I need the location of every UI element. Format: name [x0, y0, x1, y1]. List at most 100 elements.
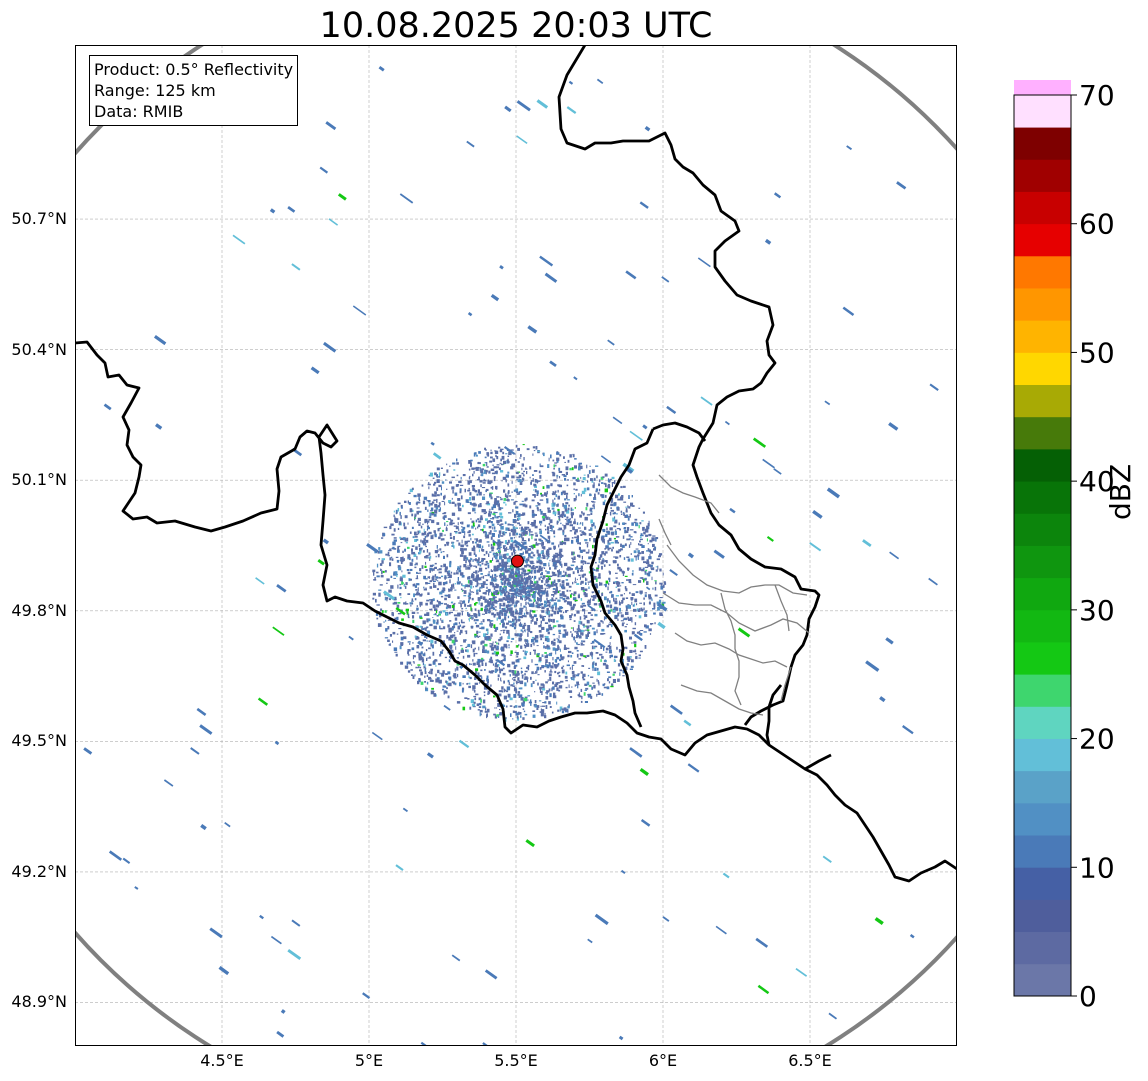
echo-pixel — [491, 523, 495, 527]
echo-pixel — [626, 623, 628, 625]
echo-pixel — [473, 695, 477, 698]
echo-pixel — [428, 531, 432, 535]
echo-pixel — [537, 588, 541, 592]
echo-pixel — [411, 545, 415, 547]
echo-pixel — [548, 564, 550, 567]
echo-pixel — [466, 649, 469, 653]
echo-pixel — [532, 565, 534, 570]
echo-pixel — [468, 468, 471, 471]
echo-pixel — [635, 557, 637, 561]
echo-pixel — [488, 637, 492, 639]
echo-pixel — [607, 645, 610, 647]
echo-streak — [822, 855, 832, 863]
echo-pixel — [507, 558, 511, 563]
echo-pixel — [494, 585, 497, 589]
echo-pixel — [499, 709, 501, 711]
echo-pixel — [546, 654, 549, 656]
echo-pixel — [493, 569, 497, 571]
echo-pixel — [457, 566, 460, 569]
echo-pixel — [497, 674, 500, 678]
echo-pixel — [504, 540, 507, 545]
colorbar-segment — [1014, 288, 1071, 321]
echo-pixel — [511, 613, 514, 616]
echo-pixel — [605, 583, 607, 588]
echo-pixel — [571, 557, 574, 559]
echo-pixel — [440, 642, 442, 647]
echo-pixel — [511, 475, 515, 479]
echo-pixel — [499, 712, 503, 716]
echo-pixel — [409, 531, 412, 534]
echo-pixel — [515, 712, 519, 716]
echo-pixel — [426, 640, 428, 642]
echo-pixel — [575, 538, 579, 543]
echo-pixel — [456, 484, 460, 486]
echo-pixel — [652, 535, 656, 537]
echo-pixel — [570, 618, 572, 620]
echo-pixel — [507, 593, 510, 596]
echo-pixel — [397, 549, 400, 553]
echo-pixel — [559, 562, 561, 566]
echo-pixel — [428, 474, 431, 477]
echo-pixel — [498, 446, 501, 449]
echo-pixel — [559, 548, 563, 552]
echo-pixel — [630, 658, 632, 660]
echo-pixel — [527, 667, 530, 671]
echo-pixel — [469, 497, 471, 501]
echo-pixel — [456, 630, 459, 632]
echo-pixel — [608, 481, 611, 483]
echo-pixel — [615, 586, 618, 588]
echo-pixel — [510, 528, 514, 533]
echo-pixel — [482, 482, 486, 484]
echo-pixel — [532, 594, 536, 599]
echo-pixel — [577, 554, 581, 557]
colorbar-tick-label: 40 — [1079, 465, 1115, 498]
echo-pixel — [576, 479, 580, 482]
echo-pixel — [551, 581, 555, 586]
echo-pixel — [400, 636, 404, 641]
radar-site-marker[interactable] — [510, 554, 524, 568]
echo-pixel — [549, 602, 551, 604]
echo-pixel — [582, 678, 586, 681]
echo-pixel — [531, 513, 536, 517]
echo-pixel — [523, 581, 525, 585]
echo-pixel — [508, 612, 511, 614]
echo-pixel — [600, 620, 603, 623]
echo-pixel — [439, 625, 441, 630]
echo-streak — [642, 424, 648, 430]
echo-pixel — [403, 526, 407, 530]
echo-pixel — [456, 666, 459, 671]
echo-pixel — [636, 603, 638, 606]
echo-pixel — [520, 715, 522, 718]
echo-pixel — [448, 588, 450, 591]
echo-pixel — [567, 507, 570, 511]
echo-pixel — [441, 649, 444, 652]
echo-pixel — [640, 577, 644, 579]
echo-pixel — [510, 612, 513, 616]
echo-pixel — [567, 654, 570, 658]
echo-pixel — [590, 556, 593, 559]
lat-tick-label: 49.5°N — [11, 731, 67, 751]
echo-pixel — [494, 664, 496, 668]
echo-pixel — [562, 665, 565, 667]
echo-pixel — [557, 484, 561, 486]
echo-pixel — [534, 599, 536, 602]
echo-pixel — [600, 476, 604, 480]
echo-pixel — [496, 487, 498, 490]
echo-pixel — [572, 508, 574, 511]
echo-pixel — [642, 526, 645, 531]
echo-pixel — [583, 487, 587, 492]
echo-pixel — [486, 586, 488, 589]
echo-pixel — [475, 454, 478, 457]
echo-pixel — [551, 687, 553, 692]
echo-pixel — [493, 596, 497, 599]
echo-pixel — [427, 522, 429, 525]
echo-pixel — [558, 527, 562, 531]
echo-pixel — [507, 565, 511, 567]
echo-pixel — [553, 579, 556, 583]
echo-pixel — [602, 476, 605, 479]
echo-pixel — [518, 517, 521, 520]
echo-pixel — [490, 656, 493, 660]
echo-pixel — [410, 669, 413, 671]
echo-pixel — [451, 522, 455, 525]
echo-pixel — [552, 581, 555, 584]
